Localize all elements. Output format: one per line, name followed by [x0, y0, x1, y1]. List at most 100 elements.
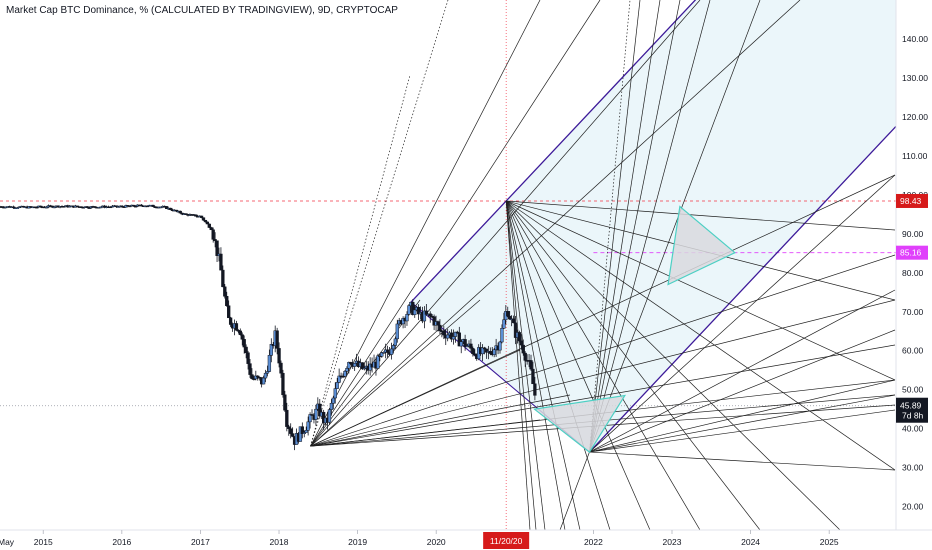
- candle-down: [469, 343, 473, 349]
- fan-line-2022: [589, 0, 681, 453]
- candle-down: [511, 318, 516, 324]
- candle-down: [508, 315, 512, 320]
- candle-down: [438, 324, 442, 332]
- candle-up: [306, 421, 310, 431]
- candle-down: [165, 206, 169, 209]
- lower-triangle: [532, 394, 627, 453]
- candle-down: [35, 206, 39, 209]
- fan-line-2018: [310, 299, 481, 447]
- fan-line-2020: [505, 200, 611, 530]
- time-axis[interactable]: 2015 2016 2017 2018 2019 2020 2022 2023 2024 2025…: [0, 530, 839, 549]
- candle-down: [385, 349, 390, 353]
- candle-up: [267, 355, 272, 372]
- y-tick-label: 70.00: [902, 307, 924, 317]
- fan-line-2022: [589, 0, 661, 453]
- candle-down: [482, 347, 487, 350]
- fan-line-2022: [589, 174, 896, 453]
- price-axis[interactable]: 140.00130.00120.00110.00100.0090.0080.00…: [902, 34, 928, 512]
- candle-up: [389, 348, 394, 355]
- fan-line-2022: [589, 0, 641, 453]
- candle-down: [132, 204, 136, 207]
- candle-down: [463, 339, 467, 347]
- candle-up: [459, 341, 463, 347]
- candle-up: [405, 314, 409, 322]
- candle-up: [337, 375, 341, 383]
- candle-up: [446, 334, 450, 339]
- candle-up: [298, 426, 303, 442]
- plot-area[interactable]: [0, 0, 932, 530]
- candle-down: [279, 362, 283, 374]
- candle-up: [480, 347, 485, 355]
- candle-down: [523, 352, 527, 361]
- fan-line-2020: [505, 200, 761, 530]
- candle-down: [287, 426, 291, 429]
- candle-up: [261, 377, 266, 385]
- candle-down: [225, 296, 229, 306]
- current-price-label: 45.89: [900, 401, 922, 411]
- price-tag-magenta: [896, 245, 928, 260]
- candle-down: [531, 368, 535, 385]
- candle-up: [263, 372, 268, 379]
- candle-down: [250, 374, 254, 379]
- candle-down: [285, 409, 289, 427]
- fan-line-2018: [310, 0, 449, 447]
- candle-down: [244, 346, 248, 353]
- x-tick-label: 2019: [348, 537, 367, 547]
- countdown-label: 7d 8h: [902, 411, 924, 421]
- fan-line-2020: [505, 200, 841, 530]
- fan-line-2022: [589, 451, 896, 471]
- x-tick-label: 2025: [820, 537, 839, 547]
- candle-down: [199, 215, 204, 218]
- fan-line-2018: [310, 0, 601, 447]
- x-tick-label: 2018: [270, 537, 289, 547]
- y-tick-label: 30.00: [902, 463, 924, 473]
- candle-down: [209, 227, 213, 231]
- pitchfork-channel-fill: [411, 0, 896, 453]
- fan-line-2018: [310, 0, 801, 447]
- candle-up: [314, 408, 318, 420]
- fan-line-2020: [505, 200, 896, 471]
- price-tag-red: [896, 193, 928, 208]
- y-tick-label: 20.00: [902, 502, 924, 512]
- candle-down: [290, 433, 295, 437]
- y-tick-label: 50.00: [902, 385, 924, 395]
- fan-line-2022: [559, 451, 590, 530]
- x-tick-label: 2024: [741, 537, 760, 547]
- current-price-tag: [896, 397, 928, 423]
- candle-down: [201, 217, 206, 221]
- candle-up: [347, 362, 351, 369]
- candle-down: [321, 411, 326, 424]
- fan-line-2020: [506, 200, 896, 231]
- fan-line-2022: [589, 0, 761, 453]
- x-tick-label: 2020: [427, 537, 446, 547]
- candle-down: [275, 330, 279, 349]
- candle-down: [533, 383, 537, 396]
- y-tick-label: 110.00: [902, 151, 928, 161]
- candle-down: [471, 348, 475, 355]
- candle-down: [449, 332, 454, 340]
- candle-up: [335, 382, 339, 389]
- candle-down: [205, 221, 210, 225]
- candle-down: [416, 307, 421, 315]
- candle-down: [506, 311, 510, 317]
- candle-up: [331, 397, 335, 404]
- candle-down: [318, 403, 322, 417]
- fan-line-2022: [589, 289, 896, 453]
- fan-line-2022: [589, 379, 896, 453]
- candle-down: [283, 394, 287, 411]
- candle-up: [502, 319, 506, 329]
- candle-down: [203, 219, 208, 223]
- candle-down: [349, 362, 353, 364]
- candle-up: [465, 345, 469, 348]
- candle-down: [360, 362, 365, 370]
- candle-down: [62, 206, 66, 208]
- fan-line-2018: [310, 174, 896, 447]
- candle-up: [362, 367, 366, 370]
- fan-line-2022: [589, 329, 896, 453]
- fan-line-2020: [505, 200, 581, 530]
- candle-down: [277, 348, 281, 364]
- candle-down: [424, 310, 429, 315]
- fan-line-2022: [589, 394, 896, 453]
- x-tick-label: 2022: [584, 537, 603, 547]
